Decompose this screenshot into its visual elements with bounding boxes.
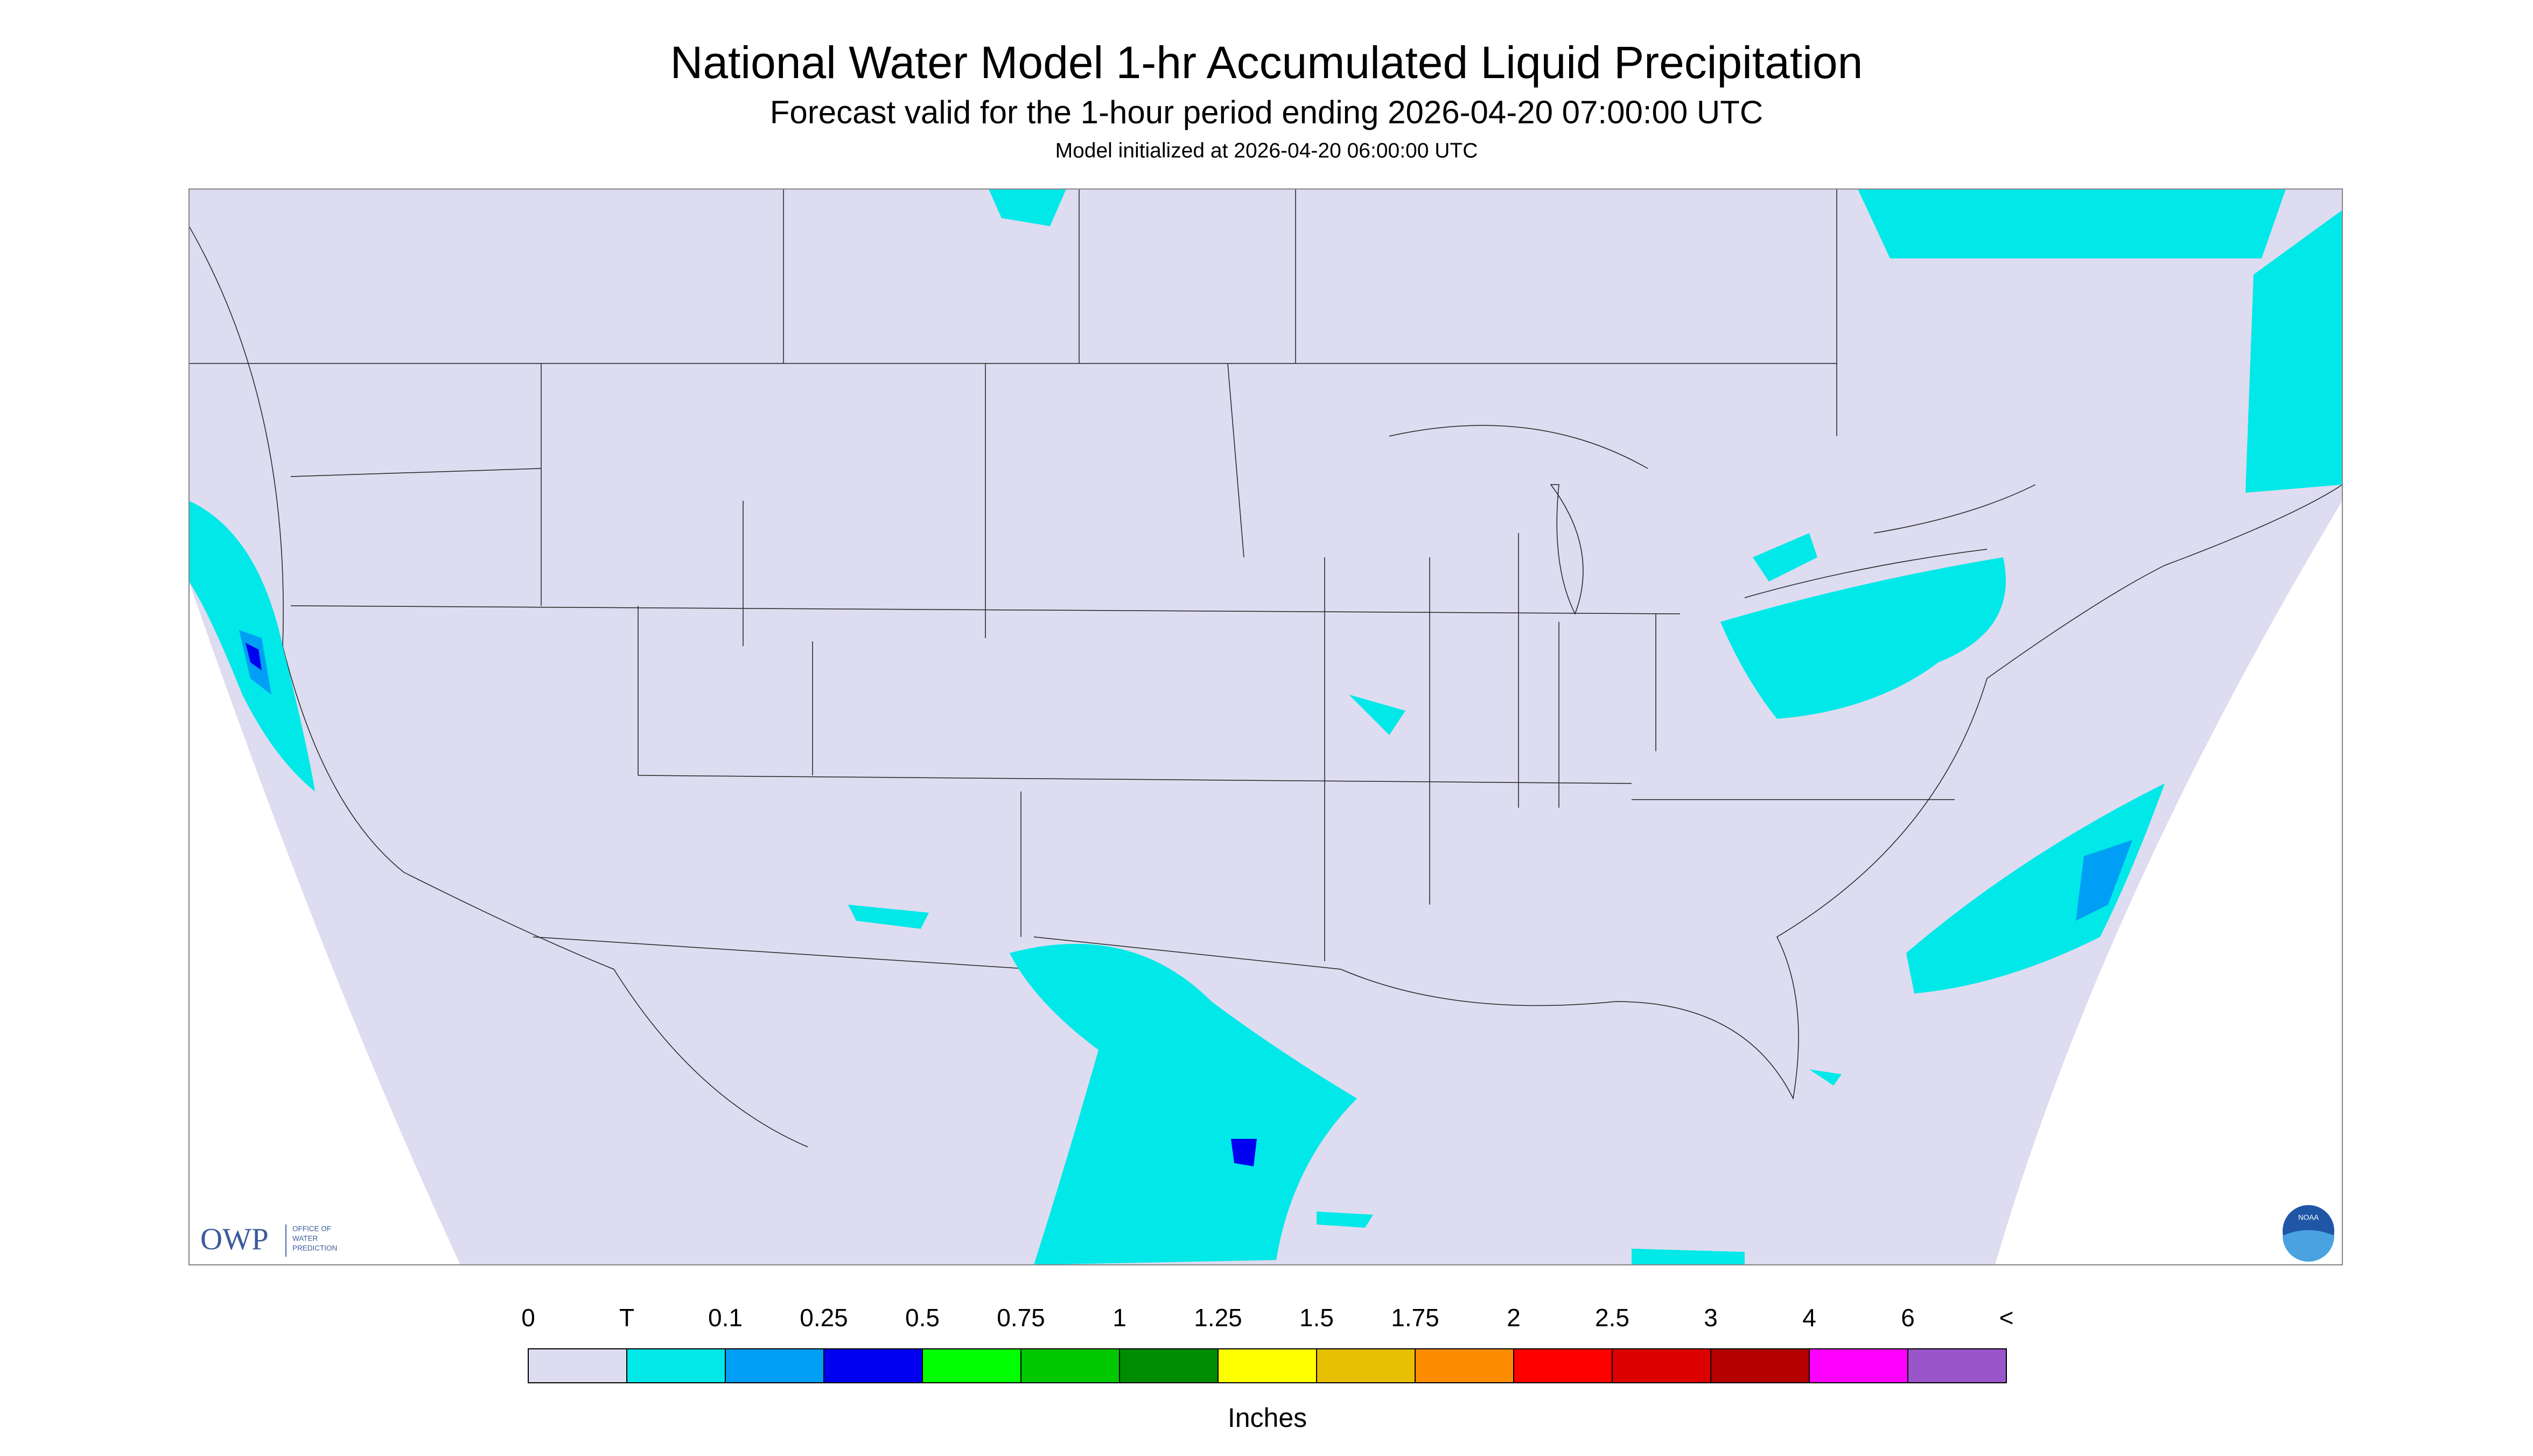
boundaries: [188, 189, 2343, 1147]
legend: 0 T 0.1 0.25 0.5 0.75 1 1.25 1.5 1.75 2 2.5 3 4 6 < Inch…: [521, 1304, 2013, 1433]
title: National Water Model 1-hr Accumulated Li…: [670, 37, 1863, 88]
legend-label: 2.5: [1595, 1304, 1629, 1332]
legend-swatch: [1710, 1348, 1810, 1383]
map-frame: [188, 188, 2343, 1266]
owp-logo-subtext: OFFICE OF: [292, 1225, 331, 1233]
legend-label: T: [619, 1304, 634, 1332]
noaa-logo: NOAA: [2283, 1205, 2334, 1262]
subtitle: Forecast valid for the 1-hour period end…: [770, 94, 1763, 130]
init-note: Model initialized at 2026-04-20 06:00:00…: [1055, 139, 1478, 162]
owp-logo: OWP OFFICE OF WATER PREDICTION: [200, 1222, 337, 1257]
legend-label: 3: [1704, 1304, 1718, 1332]
legend-unit: Inches: [1228, 1403, 1307, 1433]
precip-areas: [189, 189, 2342, 1265]
legend-label: 6: [1901, 1304, 1915, 1332]
owp-logo-subtext: WATER: [292, 1235, 318, 1243]
legend-swatch: [1119, 1348, 1219, 1383]
noaa-wave: [2283, 1230, 2334, 1262]
legend-label: 0: [521, 1304, 535, 1332]
legend-swatch: [1809, 1348, 1908, 1383]
legend-label: 1.25: [1194, 1304, 1242, 1332]
legend-label: 0.5: [905, 1304, 940, 1332]
projection-edge: [1995, 501, 2342, 1265]
legend-swatch: [626, 1348, 726, 1383]
legend-swatch: [1217, 1348, 1317, 1383]
legend-swatch: [823, 1348, 923, 1383]
owp-logo-text: OWP: [200, 1222, 269, 1256]
legend-swatch: [922, 1348, 1021, 1383]
noaa-text: NOAA: [2298, 1214, 2319, 1222]
legend-swatch: [528, 1348, 627, 1383]
legend-label: 1: [1112, 1304, 1126, 1332]
legend-label: <: [1999, 1304, 2014, 1332]
legend-swatch: [1907, 1348, 2007, 1383]
map: OWP OFFICE OF WATER PREDICTION NOAA: [188, 188, 2343, 1266]
legend-label: 1.75: [1391, 1304, 1439, 1332]
projection-edge: [189, 582, 460, 1265]
legend-label: 0.75: [997, 1304, 1045, 1332]
legend-label: 0.1: [708, 1304, 743, 1332]
legend-label: 4: [1802, 1304, 1816, 1332]
legend-label: 0.25: [800, 1304, 848, 1332]
legend-label: 2: [1507, 1304, 1521, 1332]
legend-swatch: [1415, 1348, 1514, 1383]
legend-label: 1.5: [1299, 1304, 1334, 1332]
legend-swatch: [1316, 1348, 1416, 1383]
legend-swatch: [1612, 1348, 1711, 1383]
owp-logo-subtext: PREDICTION: [292, 1244, 337, 1252]
legend-swatch: [1020, 1348, 1120, 1383]
legend-swatch: [1513, 1348, 1613, 1383]
legend-swatch: [725, 1348, 824, 1383]
